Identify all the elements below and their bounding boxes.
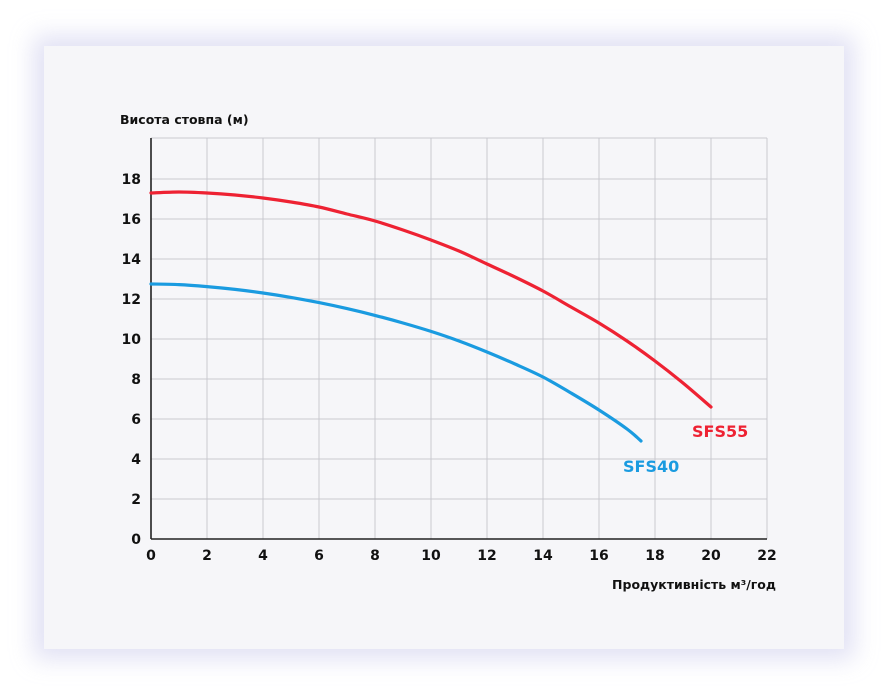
tick-labels: 0 2 4 6 8 10 12 14 16 18 20 22 0 2 4 6 8 10 12 14 16 18 xyxy=(122,172,777,564)
x-tick-label-16: 16 xyxy=(589,548,608,564)
y-tick-label-2: 2 xyxy=(131,492,141,508)
series: SFS55 SFS40 xyxy=(149,190,748,476)
y-tick-label-4: 4 xyxy=(131,452,141,468)
x-tick-label-6: 6 xyxy=(314,548,324,564)
y-tick-label-14: 14 xyxy=(122,252,142,268)
series-line-sfs55 xyxy=(149,190,713,409)
x-tick-label-4: 4 xyxy=(258,548,268,564)
x-tick-label-20: 20 xyxy=(701,548,721,564)
grid xyxy=(151,137,768,539)
y-tick-label-0: 0 xyxy=(131,532,141,548)
y-tick-label-8: 8 xyxy=(131,372,141,388)
x-axis-title: Продуктивність м³/год xyxy=(612,577,776,592)
y-axis-title: Висота стовпа (м) xyxy=(120,112,249,127)
x-tick-label-18: 18 xyxy=(645,548,664,564)
y-tick-label-18: 18 xyxy=(122,172,141,188)
x-tick-label-10: 10 xyxy=(421,548,441,564)
series-line-sfs40 xyxy=(149,282,643,443)
y-tick-label-12: 12 xyxy=(122,292,141,308)
x-tick-label-0: 0 xyxy=(146,548,156,564)
x-tick-label-12: 12 xyxy=(477,548,496,564)
y-tick-label-6: 6 xyxy=(131,412,141,428)
series-label-sfs40: SFS40 xyxy=(623,457,679,476)
x-tick-label-2: 2 xyxy=(202,548,212,564)
y-tick-label-16: 16 xyxy=(122,212,141,228)
y-tick-label-10: 10 xyxy=(122,332,142,348)
x-tick-label-8: 8 xyxy=(370,548,380,564)
series-label-sfs55: SFS55 xyxy=(692,422,748,441)
x-tick-label-14: 14 xyxy=(533,548,553,564)
x-tick-label-22: 22 xyxy=(757,548,776,564)
axes xyxy=(150,138,767,540)
